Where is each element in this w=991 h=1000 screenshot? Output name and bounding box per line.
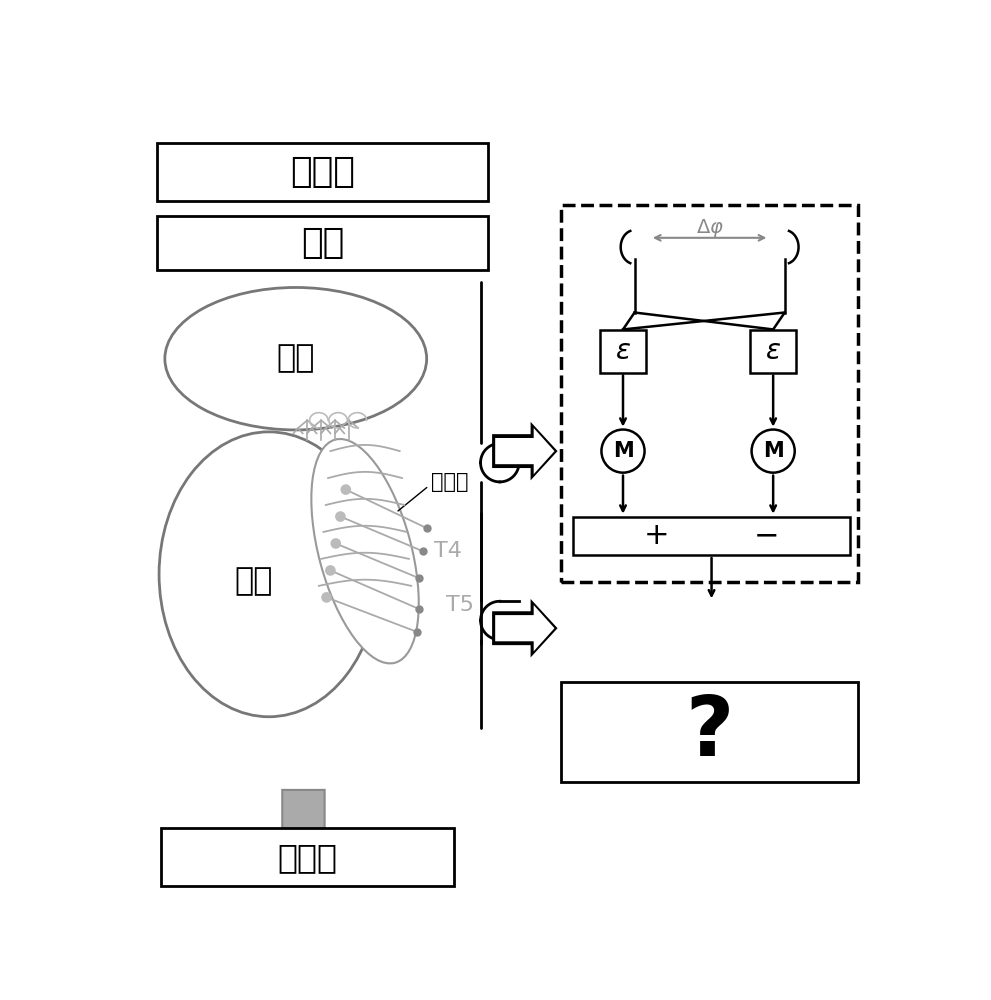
Text: 薄板: 薄板 — [301, 226, 344, 260]
Circle shape — [602, 430, 644, 473]
FancyArrow shape — [493, 599, 558, 657]
Ellipse shape — [311, 439, 419, 663]
Text: M: M — [612, 441, 633, 461]
Bar — [573, 517, 850, 555]
Text: +: + — [643, 521, 669, 550]
FancyArrow shape — [493, 422, 558, 480]
Text: 髓质: 髓质 — [276, 343, 315, 374]
Ellipse shape — [160, 432, 379, 717]
Text: T5: T5 — [446, 595, 474, 615]
Text: −: − — [754, 521, 780, 550]
Text: $\varepsilon$: $\varepsilon$ — [615, 337, 631, 365]
Bar — [562, 682, 858, 782]
Circle shape — [336, 512, 345, 521]
Text: 中央脑: 中央脑 — [277, 841, 337, 874]
Text: $\varepsilon$: $\varepsilon$ — [765, 337, 781, 365]
FancyArrow shape — [260, 790, 348, 867]
Text: 小叶: 小叶 — [234, 566, 273, 597]
Text: $\Delta\varphi$: $\Delta\varphi$ — [696, 217, 723, 239]
Bar — [158, 143, 489, 201]
Bar — [161, 828, 454, 886]
Text: 视网膜: 视网膜 — [290, 155, 355, 189]
Text: ?: ? — [686, 692, 733, 773]
Circle shape — [751, 430, 795, 473]
FancyArrow shape — [496, 605, 555, 651]
Text: 小叶板: 小叶板 — [430, 472, 468, 492]
Text: M: M — [763, 441, 784, 461]
FancyArrow shape — [496, 428, 555, 474]
Circle shape — [331, 539, 341, 548]
Circle shape — [326, 566, 335, 575]
Text: T4: T4 — [434, 541, 462, 561]
Circle shape — [322, 593, 331, 602]
Bar — [158, 216, 489, 270]
Ellipse shape — [165, 287, 427, 430]
Circle shape — [341, 485, 351, 494]
Bar — [750, 330, 796, 373]
Bar — [600, 330, 646, 373]
Bar — [562, 205, 858, 582]
